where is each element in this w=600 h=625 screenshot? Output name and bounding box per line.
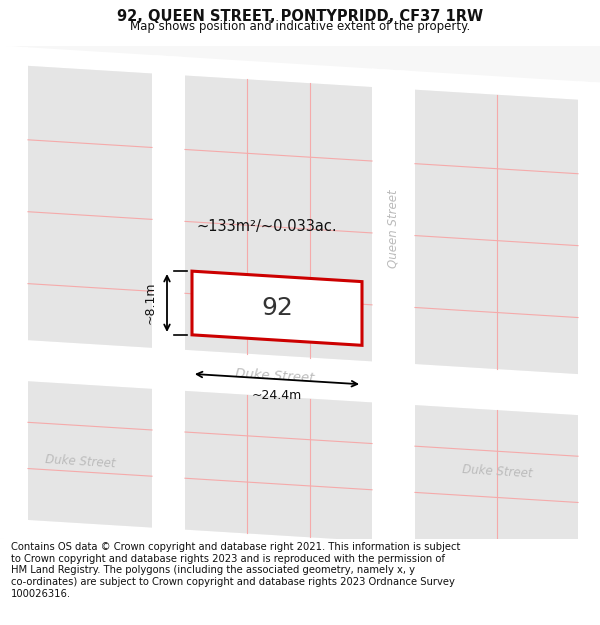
Polygon shape xyxy=(0,46,600,101)
Text: ~133m²/~0.033ac.: ~133m²/~0.033ac. xyxy=(197,219,337,234)
Text: Map shows position and indicative extent of the property.: Map shows position and indicative extent… xyxy=(130,20,470,33)
Polygon shape xyxy=(415,405,578,554)
Text: Queen Street: Queen Street xyxy=(386,190,400,268)
Polygon shape xyxy=(28,66,152,348)
Polygon shape xyxy=(0,338,600,416)
Text: Duke Street: Duke Street xyxy=(44,453,116,470)
Text: ~24.4m: ~24.4m xyxy=(252,389,302,402)
Polygon shape xyxy=(28,381,152,528)
Polygon shape xyxy=(185,76,372,361)
Polygon shape xyxy=(0,46,28,541)
Polygon shape xyxy=(415,90,578,374)
Text: 92, QUEEN STREET, PONTYPRIDD, CF37 1RW: 92, QUEEN STREET, PONTYPRIDD, CF37 1RW xyxy=(117,9,483,24)
Polygon shape xyxy=(578,81,600,576)
Text: Duke Street: Duke Street xyxy=(461,463,533,481)
Text: Duke Street: Duke Street xyxy=(235,367,315,385)
Polygon shape xyxy=(185,391,372,541)
Text: ~8.1m: ~8.1m xyxy=(144,282,157,324)
Polygon shape xyxy=(0,518,600,576)
Text: Contains OS data © Crown copyright and database right 2021. This information is : Contains OS data © Crown copyright and d… xyxy=(11,542,460,599)
Polygon shape xyxy=(372,69,415,564)
Polygon shape xyxy=(192,271,362,346)
Polygon shape xyxy=(152,55,185,550)
Text: 92: 92 xyxy=(261,296,293,320)
